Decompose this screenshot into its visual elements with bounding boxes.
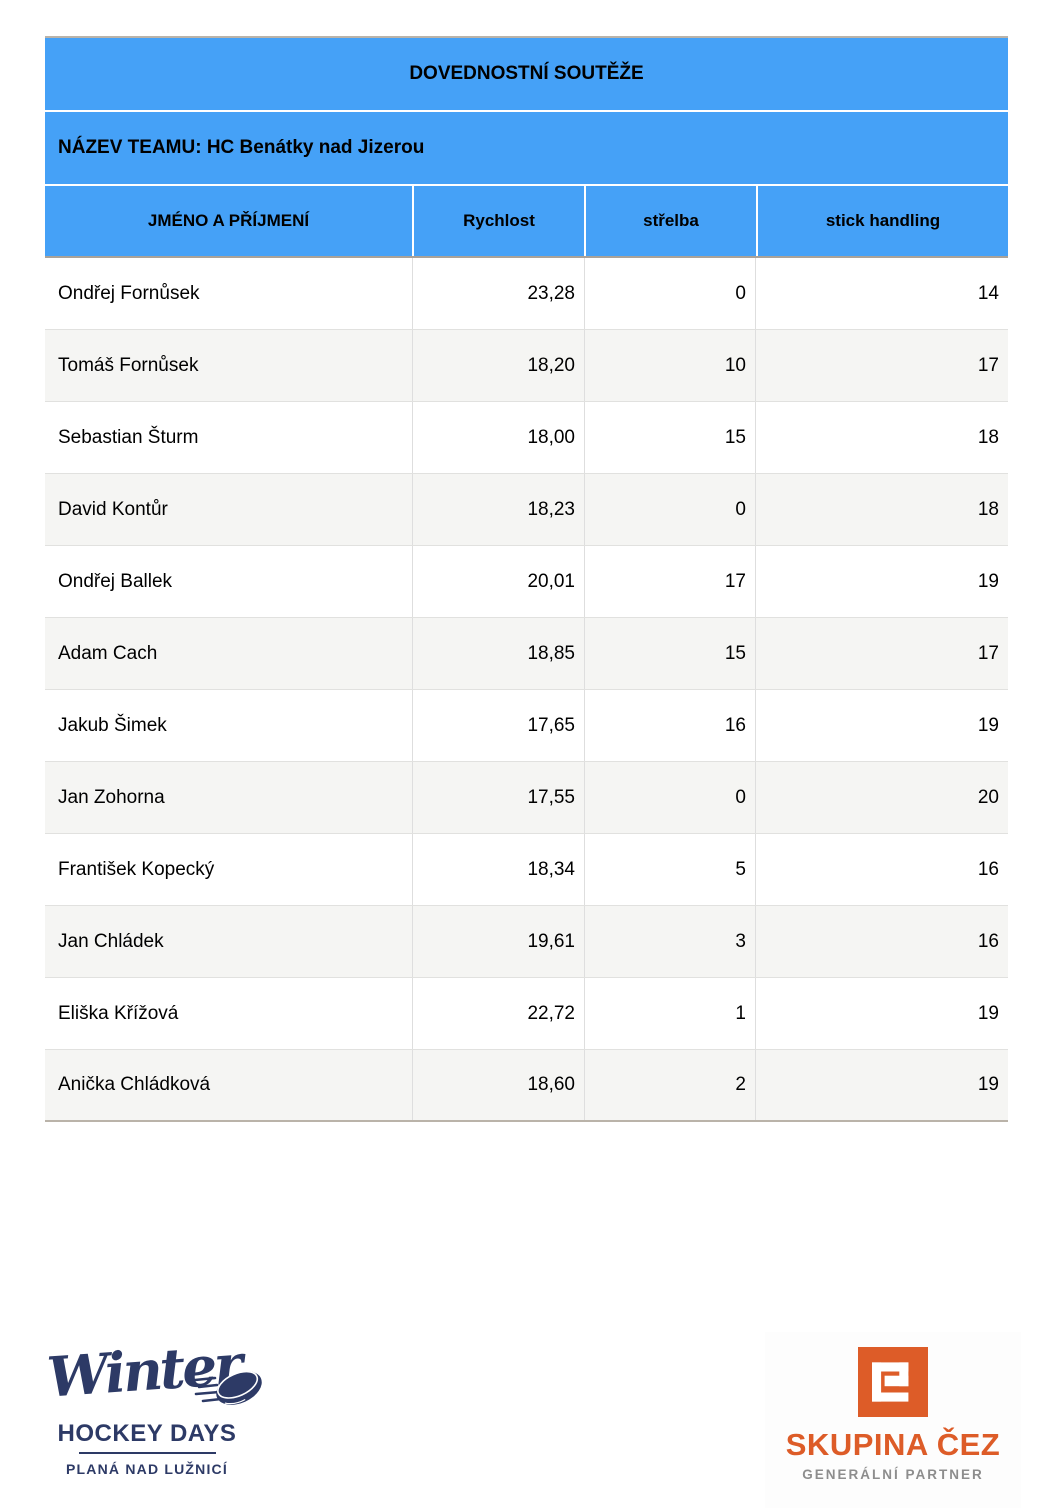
hockey-days-text: HOCKEY DAYS (57, 1420, 237, 1447)
strelba-cell: 0 (585, 474, 756, 545)
table-row: Sebastian Šturm 18,00 15 18 (45, 402, 1008, 474)
strelba-cell: 1 (585, 978, 756, 1049)
stick-handling-cell: 18 (977, 498, 999, 520)
table-title: DOVEDNOSTNÍ SOUTĚŽE (409, 63, 644, 84)
strelba-cell: 17 (585, 546, 756, 617)
rychlost-cell: 18,23 (413, 474, 585, 545)
table-row: Ondřej Fornůsek 23,28 0 14 (45, 258, 1008, 330)
table-row: Tomáš Fornůsek 18,20 10 17 (45, 330, 1008, 402)
rychlost-cell: 17,55 (413, 762, 585, 833)
player-name-cell: Eliška Křížová (45, 978, 413, 1049)
strelba-cell: 15 (585, 618, 756, 689)
stick-handling-cell: 19 (977, 714, 999, 736)
player-name-cell: Jakub Šimek (45, 690, 413, 761)
rychlost-cell: 18,00 (413, 402, 585, 473)
table-row: Jakub Šimek 17,65 16 19 (45, 690, 1008, 762)
stick-handling-cell: 20 (977, 786, 999, 808)
skupina-cez-logo: SKUPINA ČEZ GENERÁLNÍ PARTNER (765, 1332, 1021, 1508)
stick-handling-cell: 19 (977, 1074, 999, 1095)
strelba-cell: 10 (585, 330, 756, 401)
cez-square-e-icon (858, 1347, 928, 1417)
column-header-name: JMÉNO A PŘÍJMENÍ (45, 186, 412, 256)
player-name-cell: David Kontůr (45, 474, 413, 545)
rychlost-cell: 17,65 (413, 690, 585, 761)
skills-table: DOVEDNOSTNÍ SOUTĚŽE NÁZEV TEAMU: HC Bená… (45, 36, 1008, 1122)
plana-nad-luznici-text: PLANÁ NAD LUŽNICÍ (66, 1461, 228, 1477)
team-name-row: NÁZEV TEAMU: HC Benátky nad Jizerou (45, 112, 1008, 184)
rychlost-cell: 18,20 (413, 330, 585, 401)
player-name-cell: Sebastian Šturm (45, 402, 413, 473)
strelba-cell: 0 (585, 762, 756, 833)
strelba-cell: 16 (585, 690, 756, 761)
winter-hockey-days-logo: Winter HOCKEY DAYS PLANÁ NAD LUŽNICÍ (45, 1331, 262, 1482)
table-body: Ondřej Fornůsek 23,28 0 14 Tomáš Fornůse… (45, 258, 1008, 1122)
player-name-cell: Ondřej Ballek (45, 546, 413, 617)
column-header-rychlost: Rychlost (414, 186, 584, 256)
player-name-cell: Anička Chládková (45, 1050, 413, 1120)
player-name-cell: Tomáš Fornůsek (45, 330, 413, 401)
player-name-cell: František Kopecký (45, 834, 413, 905)
stick-handling-cell: 17 (977, 642, 999, 664)
table-row: David Kontůr 18,23 0 18 (45, 474, 1008, 546)
strelba-cell: 3 (585, 906, 756, 977)
skupina-cez-text: SKUPINA ČEZ (785, 1427, 1001, 1462)
player-name-cell: Jan Chládek (45, 906, 413, 977)
rychlost-cell: 19,61 (413, 906, 585, 977)
table-row: Jan Chládek 19,61 3 16 (45, 906, 1008, 978)
column-header-row: JMÉNO A PŘÍJMENÍ Rychlost střelba stick … (45, 186, 1008, 258)
player-name-cell: Jan Zohorna (45, 762, 413, 833)
stick-handling-cell: 19 (977, 1002, 999, 1024)
column-header-stick-handling: stick handling (758, 186, 1008, 256)
player-name-cell: Adam Cach (45, 618, 413, 689)
table-row: František Kopecký 18,34 5 16 (45, 834, 1008, 906)
hockey-puck-icon (193, 1370, 262, 1405)
rychlost-cell: 18,60 (413, 1050, 585, 1120)
stick-handling-cell: 14 (977, 282, 999, 304)
table-row: Anička Chládková 18,60 2 19 (45, 1050, 1008, 1122)
stick-handling-cell: 16 (977, 930, 999, 952)
rychlost-cell: 20,01 (413, 546, 585, 617)
table-row: Eliška Křížová 22,72 1 19 (45, 978, 1008, 1050)
team-name-label: NÁZEV TEAMU: HC Benátky nad Jizerou (58, 137, 425, 158)
generalni-partner-text: GENERÁLNÍ PARTNER (802, 1467, 984, 1482)
stick-handling-cell: 16 (977, 858, 999, 880)
strelba-cell: 0 (585, 258, 756, 329)
stick-handling-cell: 18 (977, 426, 999, 448)
table-row: Jan Zohorna 17,55 0 20 (45, 762, 1008, 834)
player-name-cell: Ondřej Fornůsek (45, 258, 413, 329)
strelba-cell: 15 (585, 402, 756, 473)
stick-handling-cell: 17 (977, 354, 999, 376)
rychlost-cell: 22,72 (413, 978, 585, 1049)
table-row: Ondřej Ballek 20,01 17 19 (45, 546, 1008, 618)
rychlost-cell: 18,34 (413, 834, 585, 905)
stick-handling-cell: 19 (977, 570, 999, 592)
rychlost-cell: 23,28 (413, 258, 585, 329)
table-title-row: DOVEDNOSTNÍ SOUTĚŽE (45, 38, 1008, 110)
column-header-strelba: střelba (586, 186, 756, 256)
winter-logo-divider (79, 1452, 216, 1454)
strelba-cell: 2 (585, 1050, 756, 1120)
table-row: Adam Cach 18,85 15 17 (45, 618, 1008, 690)
rychlost-cell: 18,85 (413, 618, 585, 689)
strelba-cell: 5 (585, 834, 756, 905)
